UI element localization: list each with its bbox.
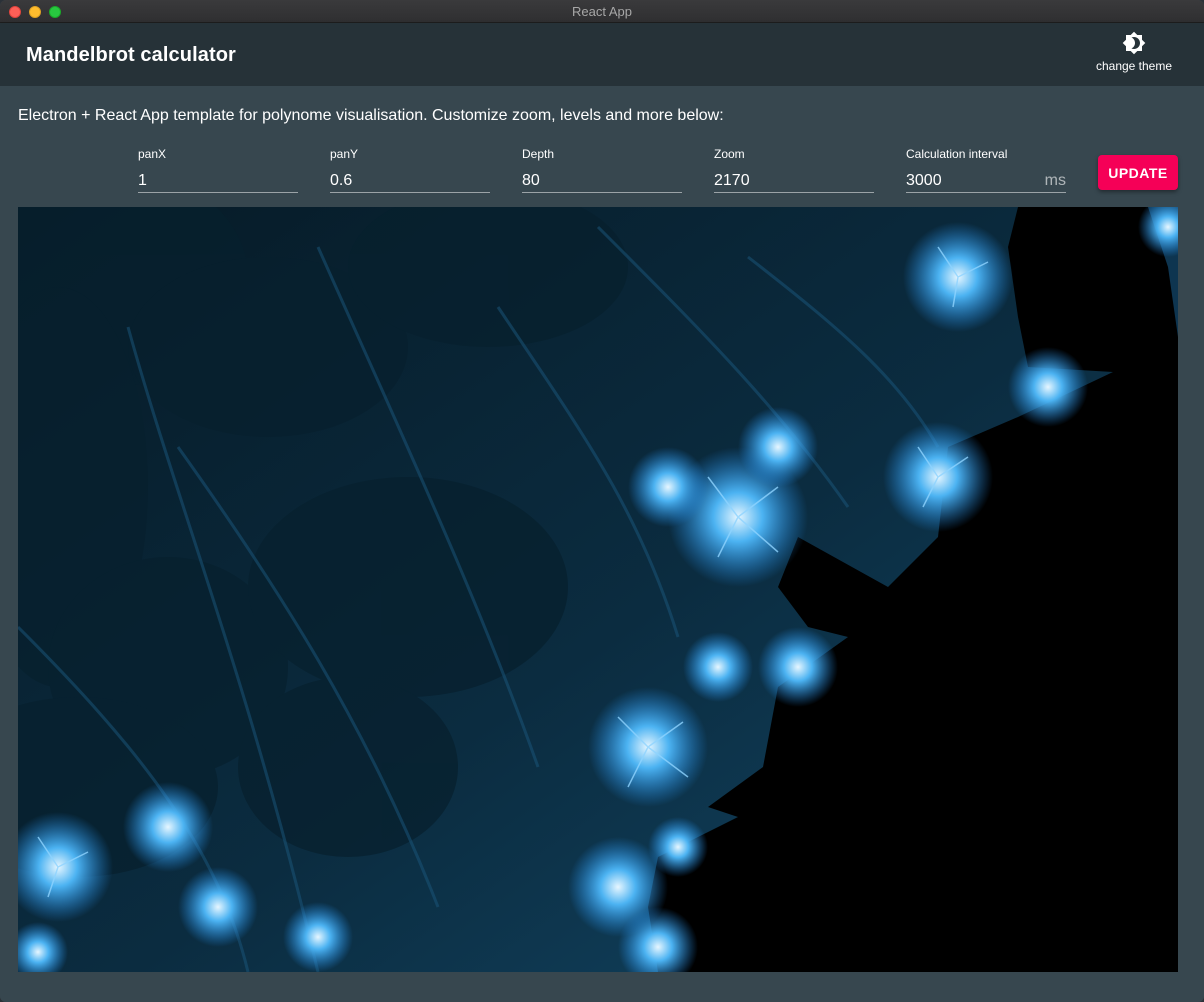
interval-unit: ms xyxy=(1044,172,1066,189)
window-title: React App xyxy=(572,4,632,19)
panx-input[interactable] xyxy=(138,169,298,193)
main-content: Electron + React App template for polyno… xyxy=(0,86,1204,1002)
interval-field: Calculation interval ms xyxy=(906,147,1066,195)
depth-label: Depth xyxy=(522,147,555,161)
minimize-window-button[interactable] xyxy=(29,6,41,18)
change-theme-button[interactable]: change theme xyxy=(1086,31,1182,79)
depth-field: Depth xyxy=(522,147,682,195)
window-titlebar[interactable]: React App xyxy=(0,0,1204,23)
fractal-image xyxy=(18,207,1178,972)
update-button[interactable]: UPDATE xyxy=(1098,155,1178,190)
app-bar: Mandelbrot calculator change theme xyxy=(0,23,1204,86)
pany-field: panY xyxy=(330,147,490,195)
interval-input[interactable] xyxy=(906,169,1066,193)
mandelbrot-canvas[interactable] xyxy=(18,207,1178,972)
interval-label: Calculation interval xyxy=(906,147,1008,161)
maximize-window-button[interactable] xyxy=(49,6,61,18)
brightness-icon xyxy=(1122,31,1146,55)
zoom-input[interactable] xyxy=(714,169,874,193)
pany-label: panY xyxy=(330,147,359,161)
close-window-button[interactable] xyxy=(9,6,21,18)
depth-input[interactable] xyxy=(522,169,682,193)
zoom-label: Zoom xyxy=(714,147,745,161)
description-text: Electron + React App template for polyno… xyxy=(18,107,724,124)
panx-field: panX xyxy=(138,147,298,195)
panx-label: panX xyxy=(138,147,167,161)
zoom-field: Zoom xyxy=(714,147,874,195)
app-title: Mandelbrot calculator xyxy=(26,44,236,66)
change-theme-label: change theme xyxy=(1095,59,1173,73)
pany-input[interactable] xyxy=(330,169,490,193)
